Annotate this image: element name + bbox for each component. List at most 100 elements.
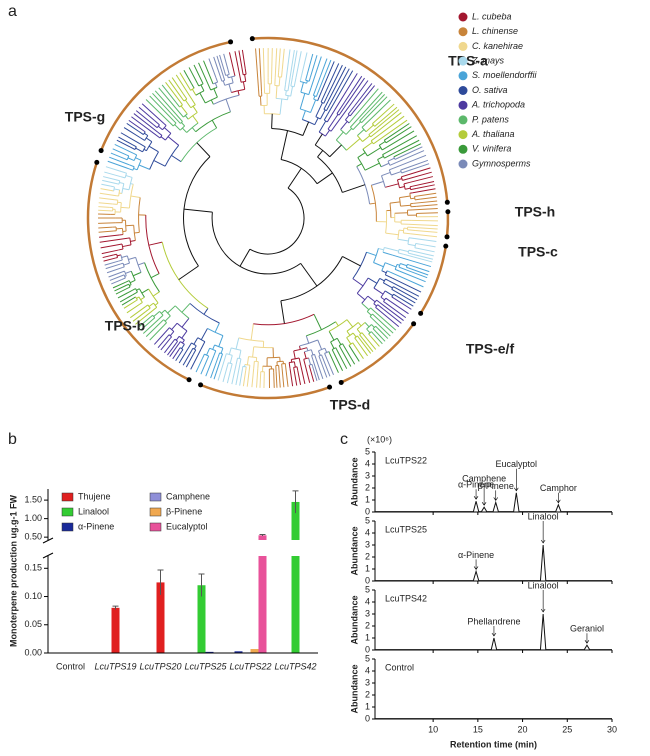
branch bbox=[182, 93, 188, 100]
branch bbox=[364, 162, 380, 171]
branch bbox=[357, 88, 379, 114]
branch bbox=[383, 282, 393, 289]
branch bbox=[121, 171, 127, 174]
branch bbox=[414, 198, 421, 201]
branch bbox=[285, 90, 287, 96]
branch bbox=[329, 353, 339, 373]
branch bbox=[346, 319, 354, 328]
branch bbox=[385, 210, 388, 234]
branch bbox=[385, 297, 391, 302]
branch bbox=[388, 280, 420, 297]
branch bbox=[326, 64, 343, 97]
branch bbox=[310, 349, 314, 356]
branch bbox=[318, 120, 327, 133]
branch bbox=[126, 155, 130, 160]
branch bbox=[126, 122, 139, 132]
y-tick-label: 2 bbox=[365, 482, 370, 492]
branch bbox=[222, 364, 229, 383]
clade-dot bbox=[94, 159, 100, 165]
branch bbox=[152, 92, 174, 117]
branch bbox=[346, 330, 351, 336]
branch bbox=[120, 274, 125, 277]
branch bbox=[365, 96, 388, 119]
branch bbox=[138, 106, 155, 121]
branch bbox=[398, 266, 408, 271]
y-tick-label: 0.05 bbox=[24, 619, 42, 629]
branch bbox=[368, 333, 372, 338]
branch bbox=[361, 332, 366, 337]
branch bbox=[291, 50, 298, 78]
branch bbox=[129, 279, 136, 284]
branch bbox=[121, 277, 126, 280]
branch bbox=[410, 187, 417, 191]
branch bbox=[306, 80, 308, 84]
annotation: α-Pinene bbox=[458, 480, 494, 490]
clade-dot bbox=[445, 209, 451, 215]
branch bbox=[141, 288, 149, 294]
branch bbox=[109, 156, 130, 166]
branch bbox=[373, 303, 377, 307]
y-tick-label: 0.00 bbox=[24, 647, 42, 657]
branch bbox=[410, 233, 438, 238]
panel-label: b bbox=[8, 431, 17, 448]
branch bbox=[296, 366, 299, 371]
branch bbox=[343, 75, 363, 103]
branch bbox=[189, 88, 192, 91]
branch bbox=[361, 295, 369, 304]
legend-swatch bbox=[458, 12, 468, 22]
branch bbox=[393, 293, 398, 297]
branch bbox=[122, 188, 130, 191]
branch bbox=[153, 124, 158, 129]
branch bbox=[183, 156, 211, 267]
branch bbox=[180, 105, 188, 115]
branch bbox=[219, 54, 225, 72]
legend-swatch bbox=[149, 507, 162, 517]
branch bbox=[135, 157, 142, 161]
branch bbox=[393, 153, 401, 158]
branch bbox=[113, 253, 117, 256]
y-tick-label: 3 bbox=[365, 608, 370, 618]
clade-dot bbox=[186, 377, 192, 383]
branch bbox=[253, 313, 315, 326]
branch bbox=[120, 132, 140, 144]
branch bbox=[373, 278, 381, 289]
branch bbox=[128, 256, 136, 261]
branch bbox=[129, 146, 136, 150]
branch bbox=[289, 49, 295, 80]
branch bbox=[182, 350, 193, 366]
bar bbox=[111, 607, 120, 653]
legend-swatch bbox=[458, 86, 468, 95]
y-tick-label: 1.00 bbox=[24, 513, 42, 523]
branch bbox=[121, 270, 125, 273]
clade-dot bbox=[198, 382, 204, 388]
branch bbox=[125, 270, 132, 274]
branch bbox=[300, 263, 318, 287]
annotation: Linalool bbox=[528, 511, 559, 521]
branch bbox=[408, 223, 438, 227]
branch bbox=[367, 295, 376, 303]
branch bbox=[244, 74, 247, 82]
y-unit: (×10⁶) bbox=[367, 434, 392, 444]
branch bbox=[163, 123, 167, 126]
branch bbox=[98, 226, 113, 229]
branch bbox=[171, 322, 178, 330]
branch bbox=[235, 364, 241, 386]
branch bbox=[348, 112, 359, 124]
branch bbox=[175, 335, 180, 341]
branch bbox=[135, 257, 142, 273]
clade-dot bbox=[327, 384, 333, 390]
branch bbox=[370, 336, 380, 347]
error-bar bbox=[157, 569, 164, 595]
branch bbox=[275, 85, 278, 99]
branch bbox=[375, 112, 402, 133]
branch bbox=[198, 62, 209, 84]
branch bbox=[414, 237, 437, 243]
branch bbox=[276, 97, 288, 101]
branch bbox=[293, 350, 296, 359]
branch bbox=[226, 366, 232, 384]
branch bbox=[317, 339, 323, 350]
branch bbox=[231, 364, 237, 385]
branch bbox=[396, 295, 414, 307]
branch bbox=[338, 105, 346, 116]
branch bbox=[293, 368, 298, 386]
